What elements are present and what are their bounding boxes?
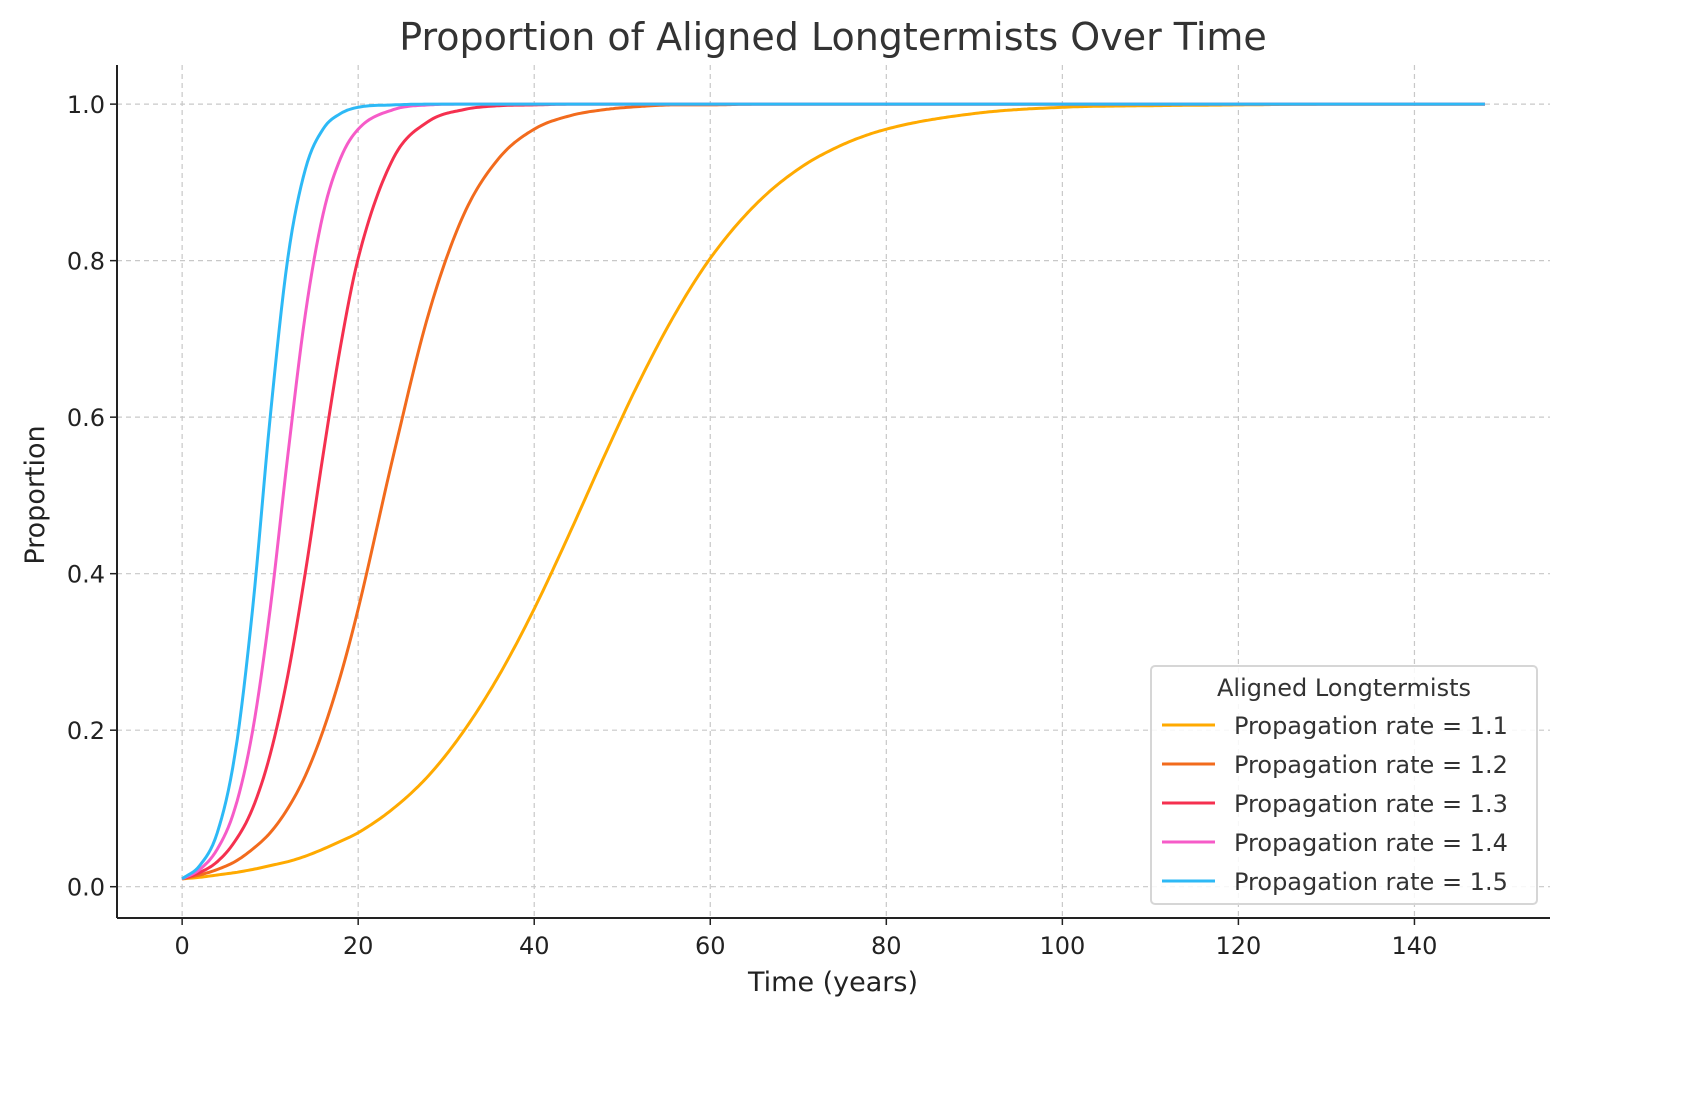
legend-label: Propagation rate = 1.2 bbox=[1234, 751, 1508, 779]
x-tick-label: 120 bbox=[1215, 932, 1261, 960]
series-line bbox=[181, 102, 1485, 881]
grid bbox=[117, 65, 1550, 918]
x-tick-label: 140 bbox=[1392, 932, 1438, 960]
chart-title: Proportion of Aligned Longtermists Over … bbox=[399, 15, 1267, 59]
legend-label: Propagation rate = 1.1 bbox=[1234, 712, 1508, 740]
legend: Aligned Longtermists Propagation rate = … bbox=[1150, 665, 1538, 905]
y-tick-label: 0.4 bbox=[67, 561, 105, 589]
x-tick-label: 100 bbox=[1039, 932, 1085, 960]
legend-label: Propagation rate = 1.5 bbox=[1234, 868, 1508, 896]
legend-title: Aligned Longtermists bbox=[1217, 674, 1471, 702]
x-tick-label: 80 bbox=[871, 932, 902, 960]
x-tick-label: 40 bbox=[519, 932, 550, 960]
axes: 0 20 40 60 80 100 120 140 0.0 0.2 0.4 0.6 0.8 1.0 bbox=[67, 65, 1550, 960]
x-axis-label: Time (years) bbox=[747, 967, 918, 998]
x-tick-label: 20 bbox=[343, 932, 374, 960]
x-tick-label: 0 bbox=[174, 932, 189, 960]
y-tick-label: 0.0 bbox=[67, 874, 105, 902]
y-tick-label: 0.6 bbox=[67, 404, 105, 432]
legend-box bbox=[1150, 665, 1538, 905]
series-lines bbox=[181, 102, 1485, 881]
y-tick-label: 1.0 bbox=[67, 91, 105, 119]
legend-label: Propagation rate = 1.4 bbox=[1234, 829, 1508, 857]
x-tick-label: 60 bbox=[695, 932, 726, 960]
y-tick-label: 0.2 bbox=[67, 717, 105, 745]
legend-label: Propagation rate = 1.3 bbox=[1234, 790, 1508, 818]
y-axis-label: Proportion bbox=[20, 425, 51, 564]
y-tick-label: 0.8 bbox=[67, 248, 105, 276]
